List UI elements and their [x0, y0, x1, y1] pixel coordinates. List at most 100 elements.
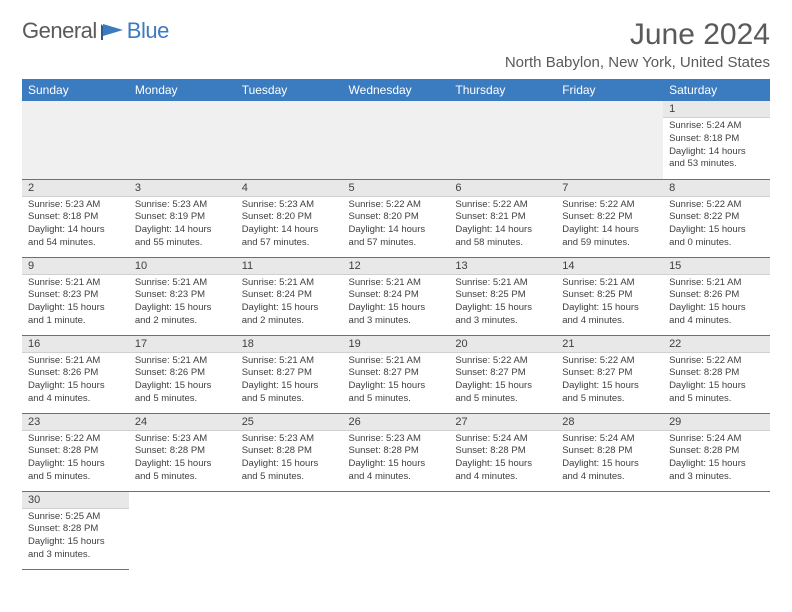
calendar-day-cell: 22Sunrise: 5:22 AMSunset: 8:28 PMDayligh… [663, 335, 770, 413]
calendar-day-cell: 2Sunrise: 5:23 AMSunset: 8:18 PMDaylight… [22, 179, 129, 257]
logo: General Blue [22, 18, 169, 44]
sunrise-text: Sunrise: 5:23 AM [349, 433, 421, 444]
logo-text-2: Blue [127, 18, 169, 44]
sunrise-text: Sunrise: 5:23 AM [242, 199, 314, 210]
daylight-text: Daylight: 15 hours and 5 minutes. [242, 458, 319, 482]
calendar-day-cell: 17Sunrise: 5:21 AMSunset: 8:26 PMDayligh… [129, 335, 236, 413]
calendar-day-cell: 19Sunrise: 5:21 AMSunset: 8:27 PMDayligh… [343, 335, 450, 413]
day-body: Sunrise: 5:21 AMSunset: 8:24 PMDaylight:… [343, 275, 450, 330]
day-body: Sunrise: 5:24 AMSunset: 8:18 PMDaylight:… [663, 118, 770, 173]
daylight-text: Daylight: 14 hours and 57 minutes. [242, 224, 319, 248]
weekday-header: Friday [556, 79, 663, 101]
calendar-day-cell: 15Sunrise: 5:21 AMSunset: 8:26 PMDayligh… [663, 257, 770, 335]
day-number: 26 [343, 414, 450, 431]
daylight-text: Daylight: 15 hours and 5 minutes. [669, 380, 746, 404]
sunrise-text: Sunrise: 5:21 AM [28, 277, 100, 288]
day-number: 5 [343, 180, 450, 197]
day-number: 9 [22, 258, 129, 275]
weekday-header: Wednesday [343, 79, 450, 101]
calendar-row: 23Sunrise: 5:22 AMSunset: 8:28 PMDayligh… [22, 413, 770, 491]
daylight-text: Daylight: 15 hours and 5 minutes. [455, 380, 532, 404]
daylight-text: Daylight: 15 hours and 2 minutes. [135, 302, 212, 326]
daylight-text: Daylight: 14 hours and 55 minutes. [135, 224, 212, 248]
day-body: Sunrise: 5:23 AMSunset: 8:18 PMDaylight:… [22, 197, 129, 252]
sunrise-text: Sunrise: 5:23 AM [135, 433, 207, 444]
month-title: June 2024 [505, 18, 770, 52]
sunrise-text: Sunrise: 5:24 AM [669, 433, 741, 444]
sunset-text: Sunset: 8:23 PM [135, 289, 205, 300]
day-body: Sunrise: 5:23 AMSunset: 8:28 PMDaylight:… [343, 431, 450, 486]
day-body: Sunrise: 5:22 AMSunset: 8:28 PMDaylight:… [663, 353, 770, 408]
day-body: Sunrise: 5:21 AMSunset: 8:25 PMDaylight:… [556, 275, 663, 330]
sunset-text: Sunset: 8:28 PM [562, 445, 632, 456]
sunset-text: Sunset: 8:25 PM [455, 289, 525, 300]
sunrise-text: Sunrise: 5:23 AM [28, 199, 100, 210]
day-number: 11 [236, 258, 343, 275]
calendar-empty-cell [343, 101, 450, 179]
logo-flag-icon [101, 24, 123, 40]
day-body: Sunrise: 5:21 AMSunset: 8:26 PMDaylight:… [663, 275, 770, 330]
daylight-text: Daylight: 15 hours and 3 minutes. [455, 302, 532, 326]
day-number: 10 [129, 258, 236, 275]
calendar-row: 9Sunrise: 5:21 AMSunset: 8:23 PMDaylight… [22, 257, 770, 335]
day-number: 14 [556, 258, 663, 275]
sunrise-text: Sunrise: 5:22 AM [28, 433, 100, 444]
weekday-header: Thursday [449, 79, 556, 101]
day-number: 4 [236, 180, 343, 197]
sunset-text: Sunset: 8:27 PM [349, 367, 419, 378]
day-number: 13 [449, 258, 556, 275]
sunrise-text: Sunrise: 5:21 AM [562, 277, 634, 288]
sunset-text: Sunset: 8:27 PM [562, 367, 632, 378]
daylight-text: Daylight: 14 hours and 59 minutes. [562, 224, 639, 248]
daylight-text: Daylight: 14 hours and 54 minutes. [28, 224, 105, 248]
sunset-text: Sunset: 8:27 PM [455, 367, 525, 378]
day-number: 16 [22, 336, 129, 353]
sunset-text: Sunset: 8:28 PM [349, 445, 419, 456]
calendar-day-cell: 21Sunrise: 5:22 AMSunset: 8:27 PMDayligh… [556, 335, 663, 413]
day-body: Sunrise: 5:21 AMSunset: 8:27 PMDaylight:… [236, 353, 343, 408]
day-number: 12 [343, 258, 450, 275]
sunset-text: Sunset: 8:22 PM [669, 211, 739, 222]
sunrise-text: Sunrise: 5:22 AM [669, 199, 741, 210]
day-number: 29 [663, 414, 770, 431]
sunrise-text: Sunrise: 5:24 AM [562, 433, 634, 444]
calendar-empty-cell [129, 101, 236, 179]
sunrise-text: Sunrise: 5:21 AM [455, 277, 527, 288]
day-body: Sunrise: 5:21 AMSunset: 8:23 PMDaylight:… [129, 275, 236, 330]
sunset-text: Sunset: 8:28 PM [242, 445, 312, 456]
sunset-text: Sunset: 8:27 PM [242, 367, 312, 378]
daylight-text: Daylight: 15 hours and 2 minutes. [242, 302, 319, 326]
calendar-day-cell: 23Sunrise: 5:22 AMSunset: 8:28 PMDayligh… [22, 413, 129, 491]
day-body: Sunrise: 5:21 AMSunset: 8:23 PMDaylight:… [22, 275, 129, 330]
sunrise-text: Sunrise: 5:23 AM [242, 433, 314, 444]
header: General Blue June 2024 North Babylon, Ne… [22, 18, 770, 71]
day-body: Sunrise: 5:22 AMSunset: 8:22 PMDaylight:… [556, 197, 663, 252]
day-body: Sunrise: 5:22 AMSunset: 8:20 PMDaylight:… [343, 197, 450, 252]
calendar-empty-cell [663, 491, 770, 569]
daylight-text: Daylight: 15 hours and 4 minutes. [455, 458, 532, 482]
daylight-text: Daylight: 15 hours and 3 minutes. [28, 536, 105, 560]
sunrise-text: Sunrise: 5:24 AM [669, 120, 741, 131]
day-number: 21 [556, 336, 663, 353]
calendar-day-cell: 24Sunrise: 5:23 AMSunset: 8:28 PMDayligh… [129, 413, 236, 491]
calendar-empty-cell [22, 101, 129, 179]
day-body: Sunrise: 5:21 AMSunset: 8:26 PMDaylight:… [129, 353, 236, 408]
calendar-row: 30Sunrise: 5:25 AMSunset: 8:28 PMDayligh… [22, 491, 770, 569]
title-block: June 2024 North Babylon, New York, Unite… [505, 18, 770, 71]
daylight-text: Daylight: 15 hours and 5 minutes. [135, 380, 212, 404]
calendar-day-cell: 6Sunrise: 5:22 AMSunset: 8:21 PMDaylight… [449, 179, 556, 257]
daylight-text: Daylight: 15 hours and 5 minutes. [242, 380, 319, 404]
calendar-empty-cell [449, 491, 556, 569]
day-number: 2 [22, 180, 129, 197]
day-number: 27 [449, 414, 556, 431]
day-body: Sunrise: 5:22 AMSunset: 8:22 PMDaylight:… [663, 197, 770, 252]
calendar-day-cell: 25Sunrise: 5:23 AMSunset: 8:28 PMDayligh… [236, 413, 343, 491]
day-number: 3 [129, 180, 236, 197]
sunset-text: Sunset: 8:26 PM [135, 367, 205, 378]
calendar-table: SundayMondayTuesdayWednesdayThursdayFrid… [22, 79, 770, 570]
day-body: Sunrise: 5:21 AMSunset: 8:25 PM Daylight:… [449, 275, 556, 330]
daylight-text: Daylight: 15 hours and 4 minutes. [562, 458, 639, 482]
day-number: 8 [663, 180, 770, 197]
calendar-day-cell: 20Sunrise: 5:22 AMSunset: 8:27 PMDayligh… [449, 335, 556, 413]
calendar-empty-cell [449, 101, 556, 179]
